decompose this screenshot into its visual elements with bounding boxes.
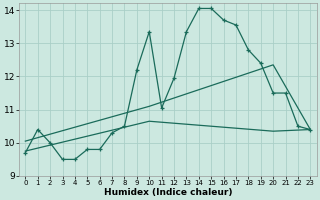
X-axis label: Humidex (Indice chaleur): Humidex (Indice chaleur) xyxy=(104,188,232,197)
